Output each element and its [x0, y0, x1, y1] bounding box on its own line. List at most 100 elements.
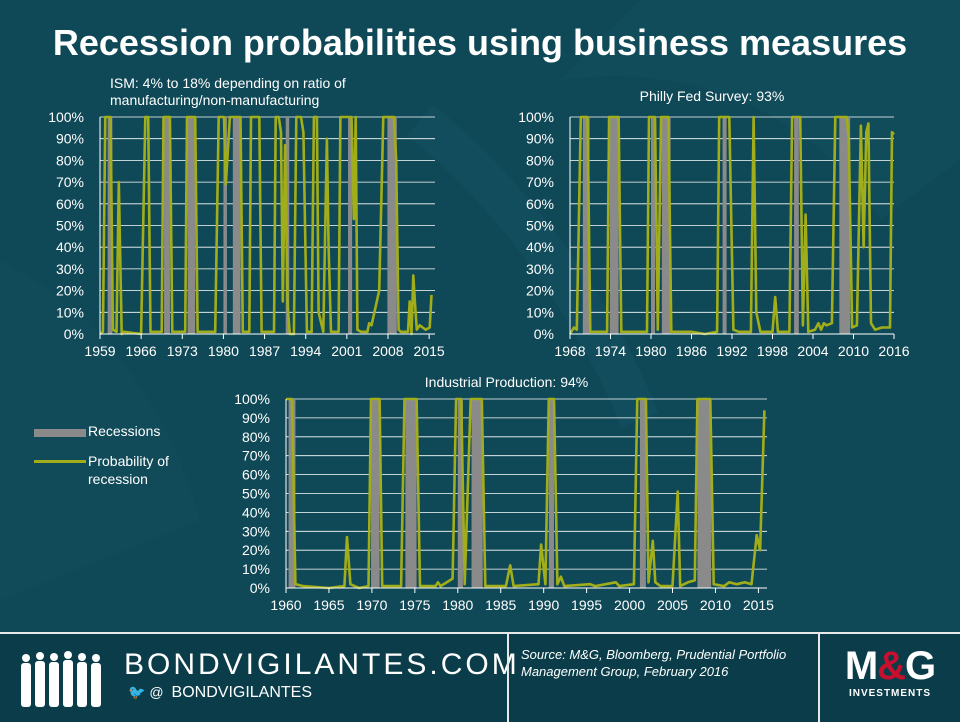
y-tick-label: 50%	[56, 218, 84, 234]
y-tick-label: 0%	[250, 580, 270, 596]
chart-title: manufacturing/non-manufacturing	[110, 92, 319, 108]
y-tick-label: 20%	[242, 542, 270, 558]
y-tick-label: 90%	[242, 410, 270, 426]
recession-bar	[661, 117, 671, 334]
x-tick-label: 2004	[797, 343, 828, 359]
x-tick-label: 1986	[676, 343, 707, 359]
y-tick-label: 0%	[64, 326, 84, 342]
twitter-handle[interactable]: 🐦 @ BONDVIGILANTES	[128, 684, 312, 702]
legend-recessions-label: Recessions	[88, 423, 161, 439]
recession-bar	[609, 117, 619, 334]
recession-bar	[164, 117, 170, 334]
y-tick-label: 40%	[242, 504, 270, 520]
recession-bar	[794, 117, 799, 334]
x-tick-label: 1968	[554, 343, 585, 359]
y-tick-label: 10%	[242, 561, 270, 577]
recession-bar	[639, 399, 646, 588]
y-tick-label: 0%	[534, 326, 554, 342]
recession-bar	[387, 117, 397, 334]
x-tick-label: 1966	[126, 343, 157, 359]
y-tick-label: 100%	[48, 109, 84, 125]
x-tick-label: 2010	[700, 597, 731, 613]
x-tick-label: 2010	[838, 343, 869, 359]
ism-chart: 0% 10% 20% 30% 40% 50% 60% 70% 80% 90% 100% 1959 196…	[48, 75, 445, 359]
recession-bar	[651, 117, 656, 334]
y-tick-label: 10%	[526, 304, 554, 320]
recession-bar	[582, 117, 590, 334]
x-tick-label: 1998	[757, 343, 788, 359]
logo-subtitle: INVESTMENTS	[848, 688, 932, 699]
chart-title: ISM: 4% to 18% depending on ratio of	[110, 75, 346, 91]
footer: BONDVIGILANTES.COM 🐦 @ BONDVIGILANTES Sou…	[0, 632, 960, 722]
recession-bar	[471, 399, 483, 588]
x-tick-label: 1985	[485, 597, 516, 613]
x-tick-label: 1987	[249, 343, 280, 359]
y-tick-label: 40%	[56, 239, 84, 255]
mg-logo: M&G INVESTMENTS	[834, 644, 946, 699]
y-tick-label: 50%	[242, 486, 270, 502]
y-tick-label: 60%	[242, 467, 270, 483]
industrial-production-chart: 0% 10% 20% 30% 40% 50% 60% 70% 80% 90% 100% 1960 196…	[234, 374, 774, 613]
recession-bar	[697, 399, 712, 588]
y-tick-label: 80%	[56, 152, 84, 168]
y-tick-label: 80%	[526, 152, 554, 168]
divider	[818, 634, 820, 722]
x-tick-label: 2015	[414, 343, 445, 359]
y-tick-label: 30%	[526, 261, 554, 277]
handle-text: BONDVIGILANTES	[171, 684, 313, 701]
y-tick-label: 70%	[242, 448, 270, 464]
y-tick-label: 50%	[526, 218, 554, 234]
y-tick-label: 20%	[526, 283, 554, 299]
people-silhouettes-icon	[21, 651, 101, 707]
x-tick-label: 2001	[331, 343, 362, 359]
logo-amp: &	[877, 644, 906, 688]
x-tick-label: 1965	[313, 597, 344, 613]
site-name[interactable]: BONDVIGILANTES.COM	[124, 648, 520, 681]
y-tick-label: 60%	[56, 196, 84, 212]
recession-bar	[371, 399, 380, 588]
legend-probability-label: Probability of recession	[88, 453, 169, 487]
x-tick-label: 1980	[208, 343, 239, 359]
recession-swatch	[34, 429, 86, 437]
y-tick-label: 70%	[526, 174, 554, 190]
x-tick-label: 1994	[290, 343, 321, 359]
x-tick-label: 1960	[270, 597, 301, 613]
chart-title: Industrial Production: 94%	[425, 374, 588, 390]
page-title: Recession probabilities using business m…	[52, 22, 908, 63]
y-tick-label: 100%	[234, 391, 270, 407]
recession-bar	[548, 399, 554, 588]
source-note: Source: M&G, Bloomberg, Prudential Portf…	[521, 647, 787, 679]
probability-line	[286, 397, 766, 590]
recession-bar	[348, 117, 353, 334]
y-tick-label: 60%	[526, 196, 554, 212]
probability-swatch	[34, 460, 86, 463]
x-tick-label: 2015	[743, 597, 774, 613]
probability-line	[568, 115, 895, 336]
y-tick-label: 90%	[526, 131, 554, 147]
recession-bar	[107, 117, 113, 334]
x-tick-label: 2000	[614, 597, 645, 613]
recession-bar	[288, 399, 296, 588]
x-tick-label: 1974	[595, 343, 626, 359]
y-tick-label: 80%	[242, 429, 270, 445]
philly-fed-chart: 0% 10% 20% 30% 40% 50% 60% 70% 80% 90% 100% 1968 197…	[518, 88, 910, 359]
x-tick-label: 2008	[372, 343, 403, 359]
x-tick-label: 1992	[716, 343, 747, 359]
x-tick-label: 1970	[356, 597, 387, 613]
y-tick-label: 30%	[56, 261, 84, 277]
recession-bar	[839, 117, 851, 334]
x-tick-label: 1973	[167, 343, 198, 359]
recession-bar	[187, 117, 196, 334]
x-tick-label: 1980	[635, 343, 666, 359]
recession-bar	[457, 399, 463, 588]
logo-g: G	[905, 644, 936, 688]
recession-bar	[405, 399, 417, 588]
y-tick-label: 100%	[518, 109, 554, 125]
twitter-icon: 🐦 @	[128, 684, 164, 700]
y-tick-label: 20%	[56, 283, 84, 299]
x-tick-label: 1980	[442, 597, 473, 613]
x-tick-label: 1959	[84, 343, 115, 359]
divider	[507, 634, 509, 722]
x-tick-label: 1975	[399, 597, 430, 613]
chart-title: Philly Fed Survey: 93%	[640, 88, 785, 104]
